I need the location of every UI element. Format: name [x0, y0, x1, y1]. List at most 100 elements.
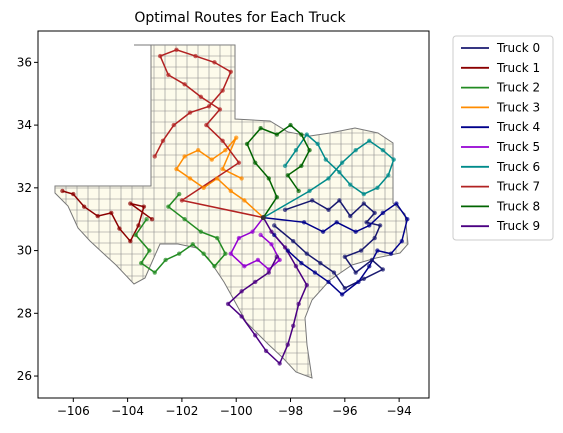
chart-title: Optimal Routes for Each Truck [134, 10, 346, 26]
route-stop-truck-5 [228, 251, 233, 256]
route-stop-truck-2 [215, 235, 220, 241]
route-stop-truck-9 [263, 348, 269, 354]
route-stop-truck-6 [304, 132, 310, 137]
route-stop-truck-0 [380, 267, 386, 272]
route-stop-truck-3 [209, 157, 214, 162]
route-stop-truck-5 [236, 235, 242, 241]
route-stop-truck-9 [225, 301, 231, 307]
axes-frame [37, 30, 430, 399]
x-tick-label: −104 [111, 404, 144, 418]
route-stop-truck-4 [356, 279, 361, 285]
route-stop-truck-6 [337, 169, 342, 175]
y-tick-label: 32 [17, 181, 32, 195]
route-stop-truck-4 [375, 248, 380, 253]
route-stop-truck-4 [367, 264, 372, 269]
route-stop-truck-1 [136, 223, 141, 228]
route-stop-truck-8 [274, 132, 280, 137]
route-stop-truck-4 [394, 201, 399, 206]
route-stop-truck-6 [307, 188, 312, 194]
route-stop-truck-9 [285, 342, 291, 347]
route-stop-truck-6 [293, 147, 299, 153]
route-stop-truck-0 [348, 213, 353, 219]
route-stop-truck-4 [339, 292, 345, 297]
route-stop-truck-2 [176, 251, 182, 256]
route-stop-truck-7 [157, 53, 163, 59]
route-stop-truck-2 [212, 264, 217, 269]
route-stop-truck-7 [166, 72, 171, 78]
route-stop-truck-8 [299, 132, 304, 137]
route-stop-truck-9 [266, 270, 271, 275]
route-stop-truck-0 [304, 251, 310, 256]
route-stop-truck-8 [258, 126, 263, 131]
legend-label: Truck 8 [496, 199, 540, 213]
route-stop-truck-6 [367, 138, 372, 143]
x-axis: −106 −104 −102 −100 −98 −96 −94 [57, 398, 412, 418]
route-stop-truck-4 [326, 279, 331, 285]
route-stop-truck-3 [228, 188, 233, 194]
route-stop-truck-0 [358, 248, 364, 253]
route-stop-truck-1 [128, 201, 133, 206]
route-stop-truck-7 [236, 160, 242, 165]
route-stop-truck-5 [242, 264, 247, 269]
route-stop-truck-4 [320, 229, 326, 234]
route-stop-truck-9 [253, 279, 258, 285]
legend-label: Truck 2 [496, 81, 540, 95]
route-stop-truck-0 [342, 286, 348, 291]
legend-label: Truck 5 [496, 140, 540, 154]
y-tick-label: 28 [17, 306, 32, 320]
route-stop-truck-0 [361, 201, 367, 206]
route-stop-truck-8 [307, 147, 312, 153]
route-stop-truck-7 [174, 47, 179, 53]
route-truck-0 [273, 199, 385, 290]
route-stop-truck-8 [253, 160, 258, 165]
route-stop-truck-9 [274, 254, 280, 260]
route-stop-truck-2 [133, 232, 138, 238]
route-stop-truck-9 [291, 323, 296, 329]
route-stop-truck-6 [326, 176, 331, 181]
route-stop-truck-3 [242, 198, 247, 203]
route-stop-truck-9 [293, 264, 299, 269]
route-stop-truck-7 [152, 154, 157, 159]
route-stop-truck-6 [282, 163, 288, 169]
route-stop-truck-5 [255, 257, 261, 263]
legend-label: Truck 6 [496, 160, 540, 174]
route-stop-truck-4 [399, 238, 405, 244]
route-stop-truck-7 [220, 138, 225, 143]
route-stop-truck-1 [128, 238, 133, 244]
route-stop-truck-7 [171, 122, 176, 128]
route-stop-truck-3 [215, 176, 220, 181]
y-tick-label: 34 [17, 118, 32, 132]
route-truck-3 [175, 137, 264, 219]
route-stop-truck-7 [193, 53, 198, 59]
route-stop-truck-0 [364, 220, 369, 225]
route-stop-truck-0 [353, 270, 358, 275]
route-stop-truck-7 [160, 138, 166, 143]
route-stop-truck-0 [310, 198, 315, 203]
route-stop-truck-8 [296, 188, 301, 194]
route-stop-truck-4 [299, 260, 304, 266]
y-tick-label: 30 [17, 244, 32, 258]
route-stop-truck-9 [304, 282, 310, 288]
route-stop-truck-3 [220, 166, 225, 172]
route-stop-truck-7 [179, 198, 185, 203]
route-stop-truck-9 [239, 314, 244, 319]
route-stop-truck-5 [266, 267, 271, 272]
route-stop-truck-6 [386, 173, 391, 178]
route-stop-truck-4 [388, 251, 394, 256]
route-stop-truck-2 [138, 260, 144, 266]
route-stop-truck-8 [274, 195, 280, 200]
y-axis: 26 28 30 32 34 36 [17, 55, 38, 383]
route-stop-truck-0 [342, 254, 348, 260]
x-tick-label: −94 [386, 404, 411, 418]
x-tick-label: −106 [57, 404, 90, 418]
route-stop-truck-2 [176, 191, 182, 197]
route-stop-truck-2 [163, 257, 168, 263]
route-stop-truck-9 [277, 361, 282, 366]
route-stop-truck-3 [196, 147, 201, 153]
route-stop-truck-3 [201, 185, 206, 191]
route-stop-truck-1 [109, 210, 114, 216]
route-stop-truck-1 [81, 204, 87, 209]
route-stop-truck-2 [166, 204, 171, 209]
route-stop-truck-4 [312, 270, 318, 275]
route-stop-truck-7 [206, 104, 212, 109]
